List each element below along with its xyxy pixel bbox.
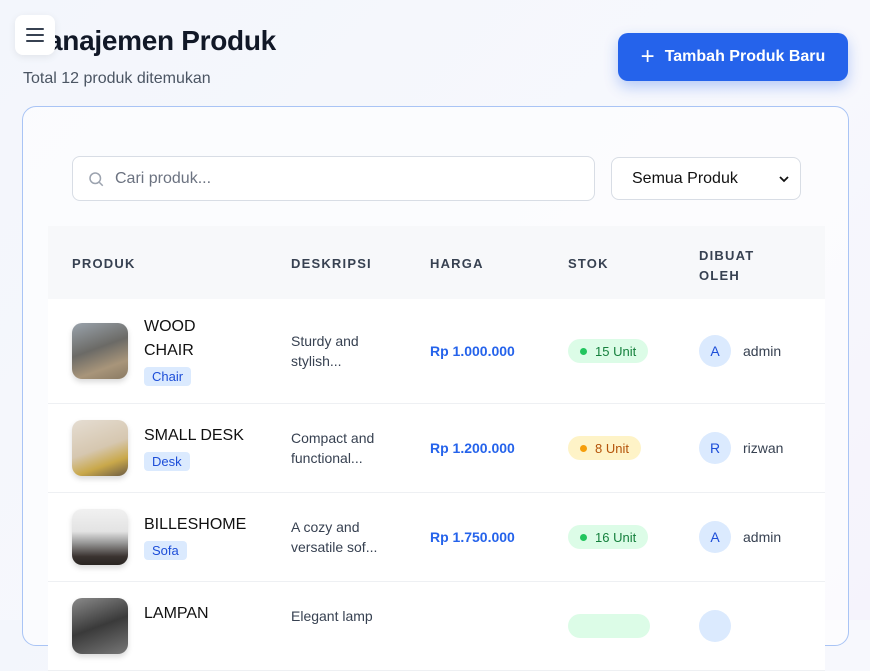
- header-stok: STOK: [568, 256, 609, 271]
- avatar: A: [699, 335, 731, 367]
- product-name-cell: BILLESHOME Sofa: [144, 513, 254, 563]
- header-harga: HARGA: [430, 256, 484, 271]
- status-dot-icon: [580, 444, 587, 452]
- category-select[interactable]: Semua Produk: [611, 157, 801, 200]
- page-title: Manajemen Produk: [24, 25, 276, 56]
- category-select-value: Semua Produk: [632, 169, 738, 187]
- product-name: SMALL DESK: [144, 427, 244, 444]
- products-table: PRODUK DESKRIPSI HARGA STOK DIBUAT OLEH …: [48, 226, 825, 671]
- stock-badge: 8 Unit: [568, 436, 641, 460]
- created-by: admin: [743, 529, 782, 545]
- product-price: Rp 1.750.000: [430, 529, 515, 545]
- category-tag: Sofa: [144, 541, 187, 560]
- category-tag: Desk: [144, 452, 190, 471]
- header-deskripsi: DESKRIPSI: [291, 256, 372, 271]
- product-name-cell: SMALL DESK Desk: [144, 424, 254, 474]
- product-description: Sturdy and stylish...: [291, 333, 359, 369]
- header-dibuat-oleh: DIBUAT OLEH: [699, 248, 755, 283]
- product-image: [72, 420, 128, 476]
- product-name: WOOD CHAIR: [144, 318, 196, 359]
- product-name-cell: LAMPAN: [144, 602, 254, 626]
- table-row[interactable]: SMALL DESK Desk Compact and functional...…: [48, 404, 825, 493]
- category-tag: Chair: [144, 367, 192, 386]
- avatar: A: [699, 521, 731, 553]
- menu-button[interactable]: [15, 15, 55, 55]
- header-produk: PRODUK: [72, 256, 136, 271]
- stock-badge: [568, 614, 650, 638]
- status-dot-icon: [580, 347, 587, 355]
- add-product-label: Tambah Produk Baru: [664, 48, 826, 65]
- status-dot-icon: [580, 533, 587, 541]
- products-card: Semua Produk PRODUK DESKRIPSI HARGA STOK…: [22, 106, 849, 671]
- product-count: Total 12 produk ditemukan: [23, 70, 211, 87]
- stock-badge: 15 Unit: [568, 339, 649, 363]
- table-row[interactable]: LAMPAN Elegant lamp: [48, 582, 825, 671]
- search-input[interactable]: [115, 169, 575, 188]
- product-description: Compact and functional...: [291, 430, 375, 466]
- stock-value: 8 Unit: [595, 440, 629, 456]
- product-image: [72, 598, 128, 654]
- stock-badge: 16 Unit: [568, 525, 649, 549]
- avatar: [699, 610, 731, 642]
- table-header: PRODUK DESKRIPSI HARGA STOK DIBUAT OLEH: [48, 226, 825, 299]
- search-icon: [89, 171, 104, 186]
- product-image: [72, 509, 128, 565]
- product-name: LAMPAN: [144, 605, 209, 622]
- avatar: R: [699, 432, 731, 464]
- table-row[interactable]: BILLESHOME Sofa A cozy and versatile sof.…: [48, 493, 825, 582]
- hamburger-icon-line: [26, 34, 44, 36]
- stock-value: 16 Unit: [595, 529, 637, 545]
- hamburger-icon: [26, 28, 44, 30]
- product-price: Rp 1.000.000: [430, 343, 515, 359]
- stock-value: 15 Unit: [595, 343, 637, 359]
- chevron-down-icon: [779, 175, 789, 182]
- plus-icon: +: [640, 43, 655, 70]
- hamburger-icon-line: [26, 40, 44, 42]
- search-box[interactable]: [72, 156, 595, 201]
- product-name-cell: WOOD CHAIR Chair: [144, 315, 224, 389]
- table-row[interactable]: WOOD CHAIR Chair Sturdy and stylish... Rp…: [48, 299, 825, 404]
- product-name: BILLESHOME: [144, 516, 247, 533]
- product-image: [72, 323, 128, 379]
- product-description: Elegant lamp: [291, 608, 373, 624]
- created-by: rizwan: [743, 440, 784, 456]
- product-price: Rp 1.200.000: [430, 440, 515, 456]
- add-product-button[interactable]: + Tambah Produk Baru: [618, 33, 848, 81]
- created-by: admin: [743, 343, 782, 359]
- product-description: A cozy and versatile sof...: [291, 519, 378, 555]
